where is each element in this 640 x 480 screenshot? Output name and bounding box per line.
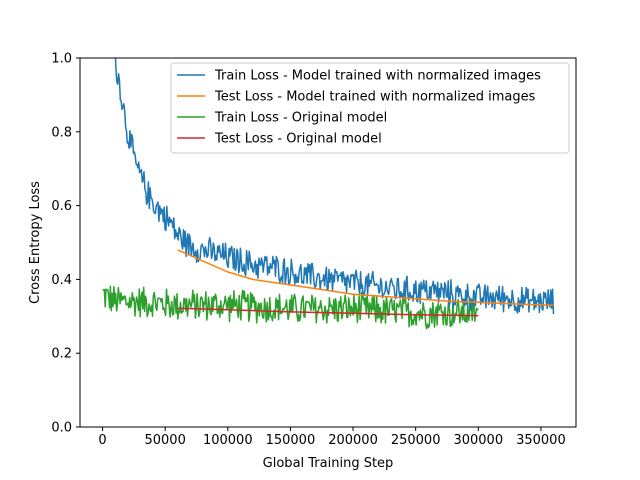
- y-axis-label: Cross Entropy Loss: [28, 181, 43, 304]
- x-axis: 0 50000 100000 150000 200000 250000 300000 3500…: [98, 427, 566, 448]
- x-tick-label: 350000: [516, 433, 566, 448]
- legend-label: Train Loss - Model trained with normaliz…: [214, 69, 541, 84]
- y-tick-label: 1.0: [51, 52, 72, 67]
- series-line-3: [177, 307, 479, 317]
- legend-label: Train Loss - Original model: [214, 111, 387, 126]
- y-tick-label: 0.2: [51, 347, 72, 362]
- legend-box: [170, 62, 570, 154]
- x-tick-label: 50000: [144, 433, 185, 448]
- series-line-1: [177, 249, 554, 306]
- plot-frame: [79, 57, 577, 428]
- legend-label: Test Loss - Original model: [214, 132, 382, 147]
- x-tick-label: 250000: [391, 433, 441, 448]
- y-tick-label: 0.0: [51, 421, 72, 436]
- series-layer: [102, 58, 555, 330]
- x-axis-label: Global Training Step: [263, 456, 394, 471]
- y-tick-label: 0.6: [51, 199, 72, 214]
- y-tick-label: 0.4: [51, 273, 72, 288]
- y-axis: 0.0 0.2 0.4 0.6 0.8 1.0: [51, 52, 80, 436]
- x-tick-label: 200000: [328, 433, 378, 448]
- x-tick-label: 150000: [266, 433, 316, 448]
- legend-label: Test Loss - Model trained with normalize…: [214, 90, 536, 105]
- series-line-0: [114, 58, 555, 315]
- series-line-2: [102, 285, 479, 330]
- y-tick-label: 0.8: [51, 125, 72, 140]
- legend: Train Loss - Model trained with normaliz…: [170, 62, 570, 154]
- x-tick-label: 300000: [453, 433, 503, 448]
- x-tick-label: 100000: [203, 433, 253, 448]
- x-tick-label: 0: [98, 433, 106, 448]
